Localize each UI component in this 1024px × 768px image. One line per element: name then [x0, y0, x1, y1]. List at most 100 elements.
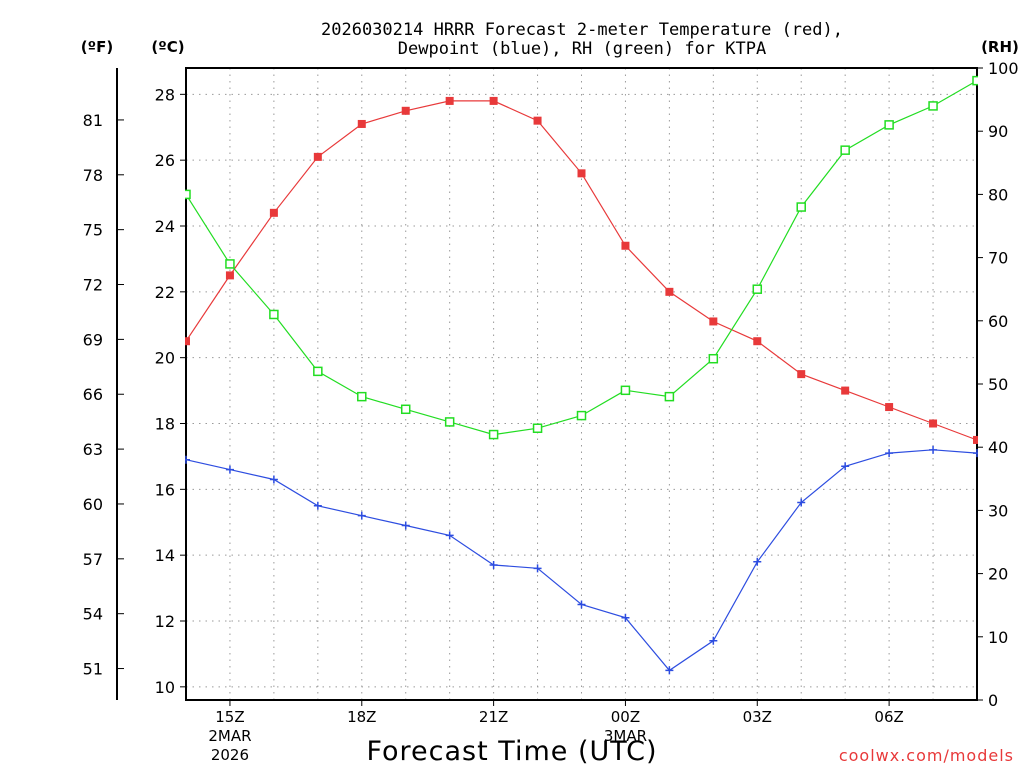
temperature-point [225, 271, 234, 280]
rh-tick-label: 0 [988, 691, 998, 710]
dewpoint-point [621, 613, 630, 622]
temperature-point [753, 337, 762, 346]
rh-point [972, 75, 978, 86]
data-series [185, 75, 978, 675]
rh-tick-label: 30 [988, 501, 1008, 520]
x-tick-label: 00Z [611, 708, 640, 726]
dewpoint-point [709, 636, 718, 645]
chart-title-line2: Dewpoint (blue), RH (green) for KTPA [398, 39, 766, 59]
x-tick-label: 21Z [479, 708, 508, 726]
rh-point [185, 189, 191, 200]
rh-tick-label: 50 [988, 375, 1008, 394]
fahrenheit-tick-label: 72 [83, 276, 103, 295]
rh-point [620, 385, 631, 396]
rh-point [576, 410, 587, 421]
rh-tick-label: 70 [988, 249, 1008, 268]
x-tick-label: 18Z [347, 708, 376, 726]
celsius-tick-label: 18 [155, 415, 175, 434]
fahrenheit-tick-label: 63 [83, 440, 103, 459]
celsius-tick-label: 24 [155, 217, 175, 236]
dewpoint-point [313, 501, 322, 510]
fahrenheit-tick-label: 60 [83, 495, 103, 514]
dewpoint-point [841, 462, 850, 471]
chart-title-line1: 2026030214 HRRR Forecast 2-meter Tempera… [321, 20, 843, 40]
dewpoint-point [797, 498, 806, 507]
dewpoint-point [533, 564, 542, 573]
credit-text: coolwx.com/models [839, 746, 1014, 765]
celsius-tick-label: 14 [155, 546, 175, 565]
fahrenheit-tick-label: 54 [83, 605, 103, 624]
temperature-point [489, 96, 498, 105]
dewpoint-line [185, 449, 978, 672]
dewpoint-point [973, 449, 978, 458]
rh-point [928, 101, 938, 111]
rh-tick-label: 40 [988, 438, 1008, 457]
temperature-point [401, 106, 410, 115]
temperature-point [621, 241, 630, 250]
fahrenheit-tick-label: 69 [83, 330, 103, 349]
rh-point [708, 353, 719, 364]
temperature-point [973, 435, 978, 444]
fahrenheit-unit-label: (ºF) [81, 38, 113, 56]
rh-point [400, 404, 411, 415]
dewpoint-point [577, 600, 586, 609]
rh-tick-label: 10 [988, 628, 1008, 647]
rh-point [796, 202, 806, 212]
rh-unit-label: (RH) [981, 38, 1019, 56]
fahrenheit-tick-label: 51 [83, 660, 103, 679]
temperature-point [885, 403, 894, 412]
rh-tick-label: 100 [988, 59, 1019, 78]
rh-point [840, 145, 850, 155]
x-tick-label: 15Z [215, 708, 244, 726]
rh-point [488, 429, 499, 440]
x-tick-date-label: 3MAR [604, 727, 647, 745]
fahrenheit-tick-label: 57 [83, 550, 103, 569]
temperature-point [313, 152, 322, 161]
celsius-unit-label: (ºC) [151, 38, 184, 56]
x-tick-label: 06Z [874, 708, 903, 726]
rh-point [444, 417, 455, 427]
temperature-point [357, 119, 366, 128]
rh-point [664, 391, 675, 402]
temperature-point [445, 96, 454, 105]
celsius-tick-label: 16 [155, 480, 175, 499]
temperature-point [797, 370, 806, 379]
rh-point [884, 120, 894, 130]
temperature-point [533, 116, 542, 125]
temperature-point [709, 317, 718, 326]
dewpoint-point [665, 666, 674, 675]
rh-point [357, 391, 367, 402]
x-axis-title: Forecast Time (UTC) [366, 736, 657, 767]
rh-tick-label: 20 [988, 565, 1008, 584]
temperature-point [269, 208, 278, 217]
rh-point [269, 309, 279, 320]
dewpoint-point [489, 561, 498, 570]
dewpoint-point [185, 455, 190, 464]
rh-point [225, 259, 235, 269]
celsius-tick-label: 20 [155, 349, 175, 368]
fahrenheit-tick-label: 78 [83, 166, 103, 185]
temperature-point [185, 337, 190, 346]
rh-point [313, 366, 323, 377]
rh-tick-label: 60 [988, 312, 1008, 331]
temperature-point [841, 386, 850, 395]
temperature-point [929, 419, 938, 428]
x-tick-year-label: 2026 [211, 746, 249, 764]
celsius-tick-label: 12 [155, 612, 175, 631]
temperature-point [577, 169, 586, 178]
celsius-tick-label: 22 [155, 283, 175, 302]
celsius-tick-label: 26 [155, 151, 175, 170]
celsius-tick-label: 28 [155, 85, 175, 104]
dewpoint-point [225, 465, 234, 474]
temperature-point [665, 287, 674, 296]
dewpoint-point [753, 557, 762, 566]
fahrenheit-tick-label: 66 [83, 385, 103, 404]
fahrenheit-tick-label: 81 [83, 111, 103, 130]
dewpoint-point [269, 475, 278, 484]
rh-point [532, 423, 543, 433]
celsius-tick-label: 10 [155, 678, 175, 697]
x-tick-date-label: 2MAR [208, 727, 251, 745]
series-group [185, 75, 978, 675]
